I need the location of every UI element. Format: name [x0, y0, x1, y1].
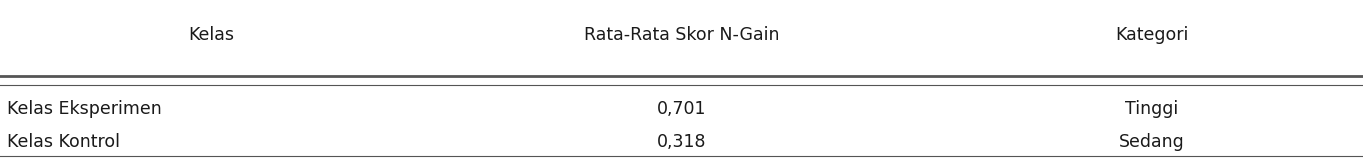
- Text: Kategori: Kategori: [1115, 26, 1189, 44]
- Text: Kelas Eksperimen: Kelas Eksperimen: [7, 100, 162, 118]
- Text: Tinggi: Tinggi: [1124, 100, 1179, 118]
- Text: Kelas: Kelas: [188, 26, 234, 44]
- Text: Rata-Rata Skor N-Gain: Rata-Rata Skor N-Gain: [583, 26, 780, 44]
- Text: Sedang: Sedang: [1119, 133, 1184, 151]
- Text: 0,701: 0,701: [657, 100, 706, 118]
- Text: 0,318: 0,318: [657, 133, 706, 151]
- Text: Kelas Kontrol: Kelas Kontrol: [7, 133, 120, 151]
